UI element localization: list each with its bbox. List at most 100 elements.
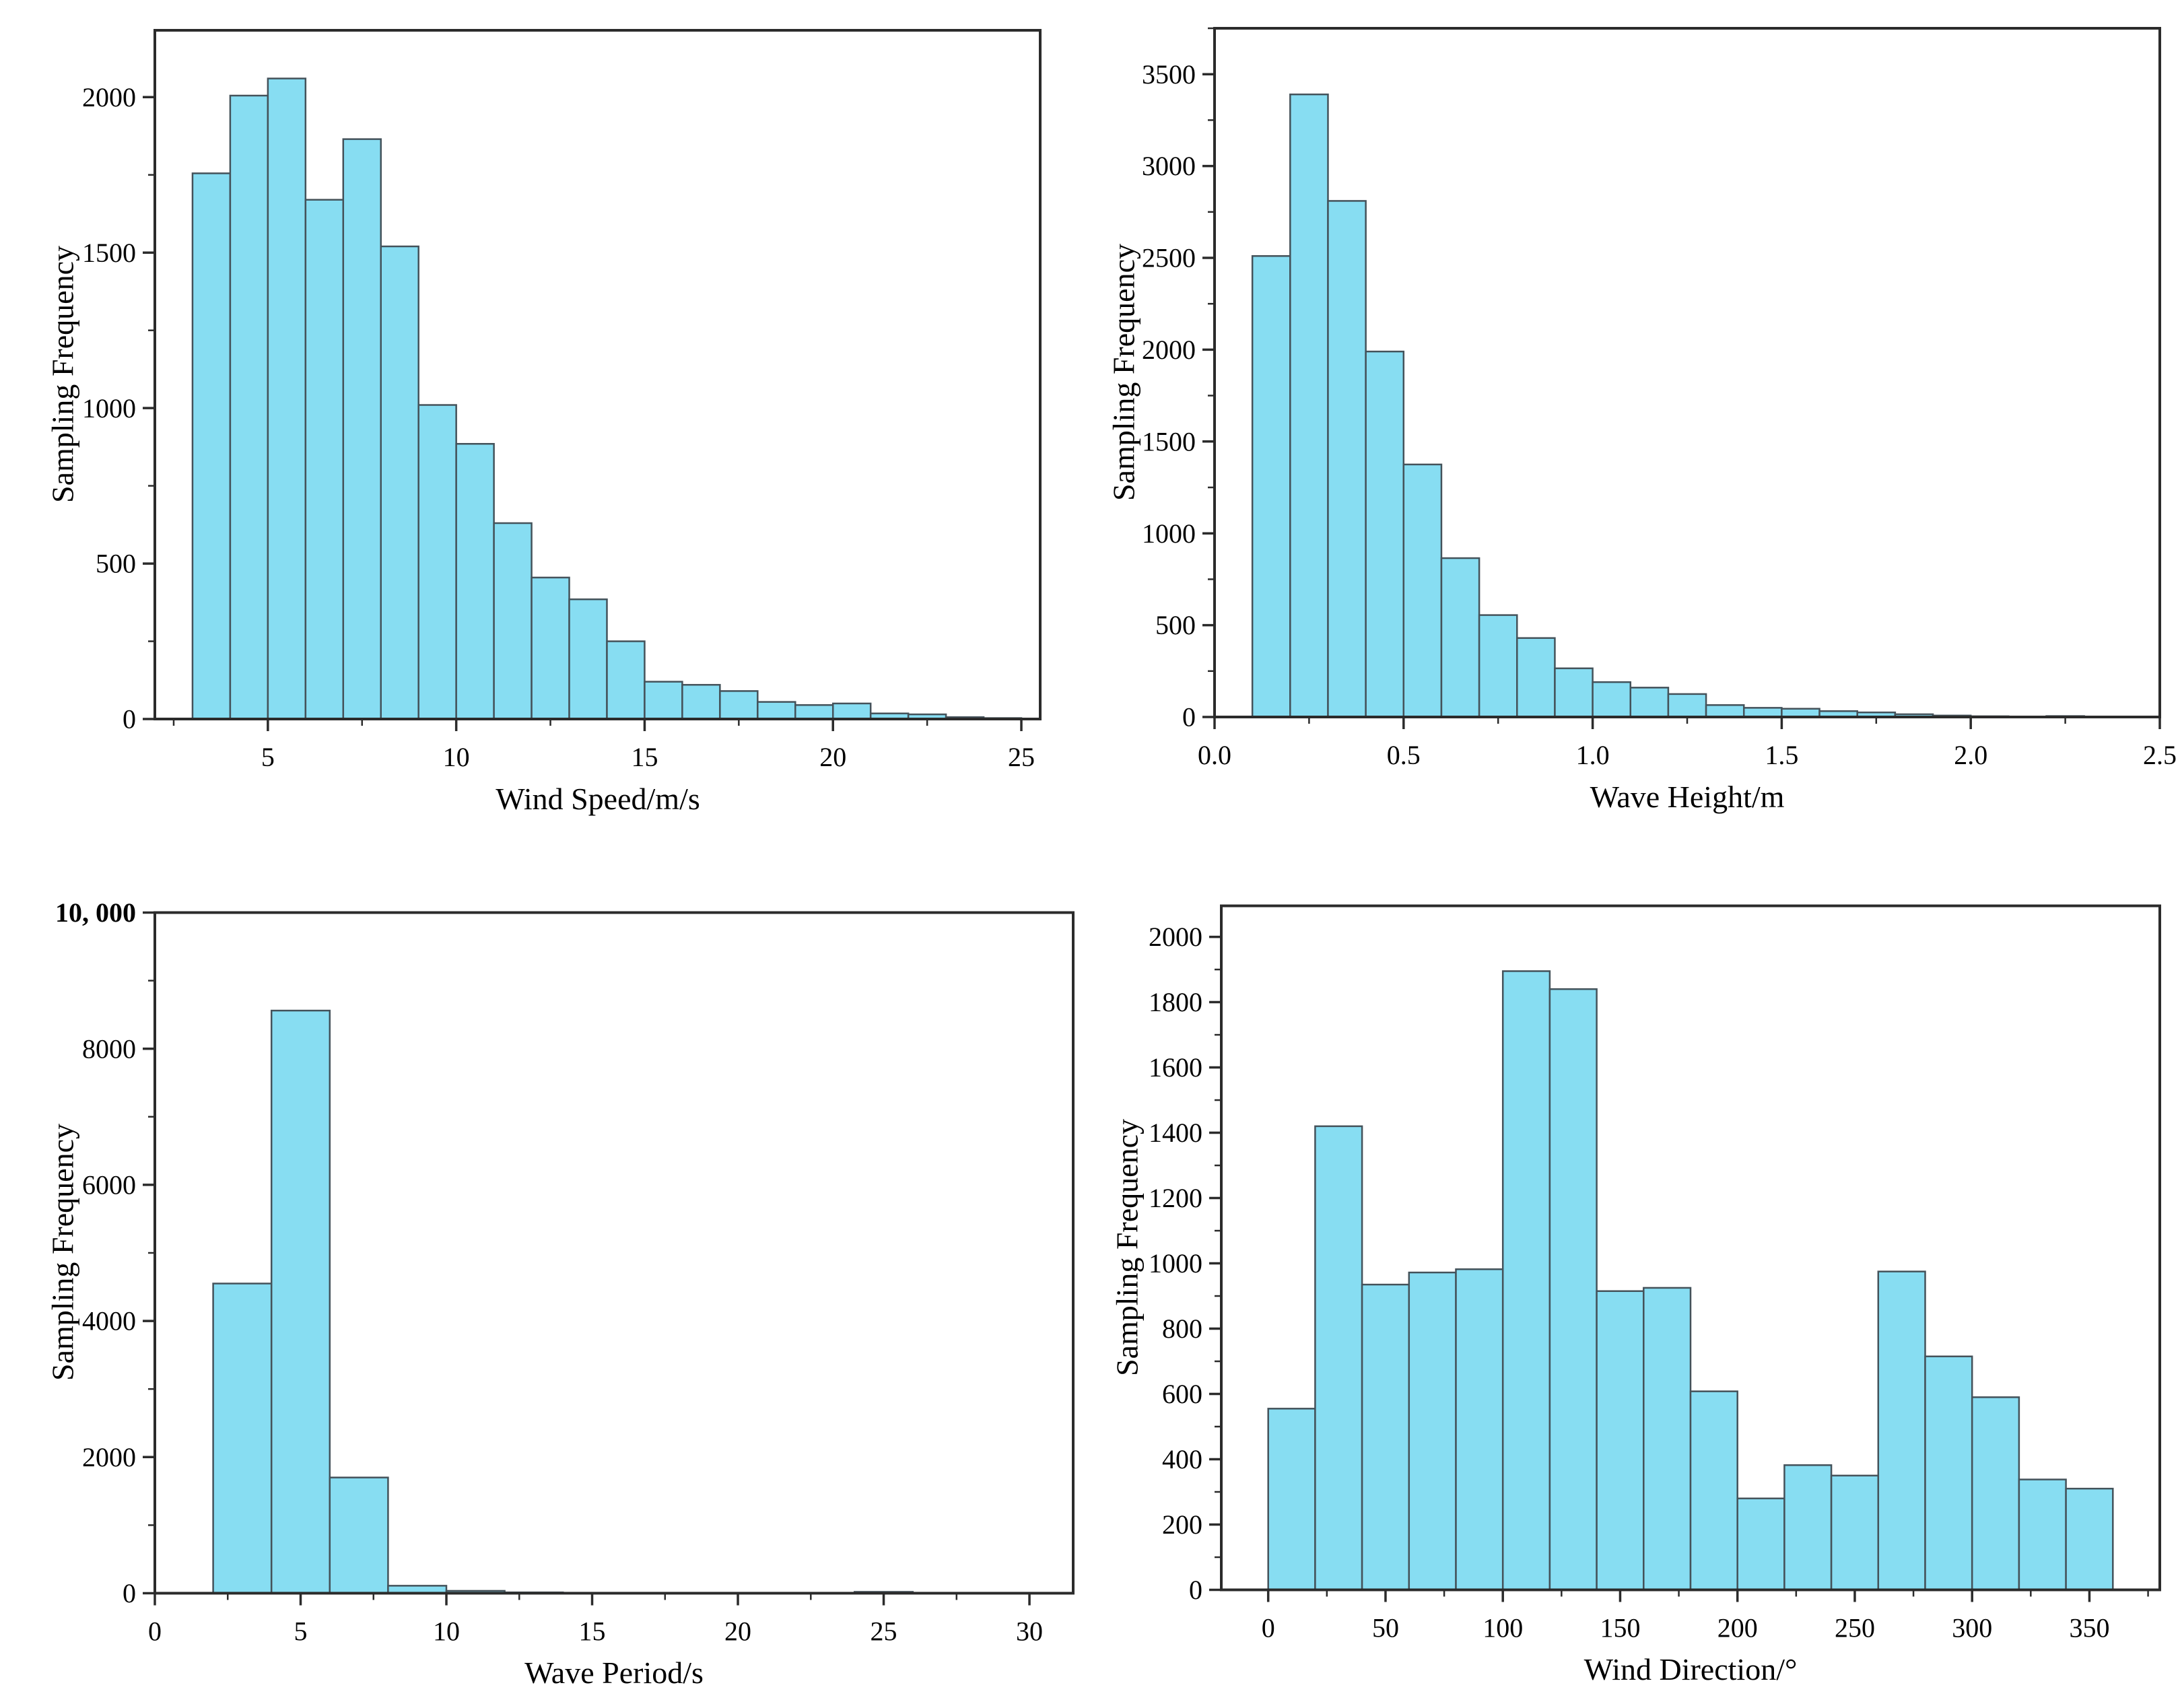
minor-tick-marks <box>148 174 928 726</box>
svg-text:100: 100 <box>1483 1613 1523 1643</box>
histogram-bar <box>1643 1287 1692 1591</box>
svg-text:1000: 1000 <box>1142 518 1196 549</box>
histogram-bar <box>1478 614 1518 718</box>
y-axis-label: Sampling Frequency <box>1106 244 1141 501</box>
svg-text:0: 0 <box>148 1616 162 1647</box>
svg-text:15: 15 <box>579 1616 606 1647</box>
histogram-bar <box>1596 1290 1645 1591</box>
wave-period-chart-canvas: 0 5 10 15 20 25 30 0 2000 4000 6000 8000 10, 000 <box>55 897 1075 1647</box>
tick-marks <box>1202 73 2161 729</box>
histogram-bar <box>417 404 457 720</box>
histogram-bar <box>1548 988 1598 1591</box>
histogram-bar <box>1267 1408 1316 1591</box>
svg-text:1500: 1500 <box>1142 426 1196 456</box>
svg-text:3500: 3500 <box>1142 59 1196 90</box>
histogram-bar <box>1314 1125 1363 1591</box>
wind-speed-histogram-panel: 5 10 15 20 25 0 500 1000 1500 2000 Sampling Frequ… <box>0 0 1090 854</box>
histogram-bar <box>1440 557 1480 718</box>
histogram-bar <box>1289 93 1329 718</box>
x-axis-label: Wind Speed/m/s <box>496 782 700 816</box>
histogram-bar <box>568 598 608 720</box>
svg-text:2000: 2000 <box>1142 335 1196 365</box>
histogram-bar <box>1830 1474 1880 1591</box>
histogram-bar <box>1455 1268 1504 1591</box>
histogram-bar <box>531 576 570 720</box>
histogram-bar <box>329 1476 389 1594</box>
svg-text:300: 300 <box>1952 1613 1992 1643</box>
tick-marks <box>1209 935 2091 1602</box>
svg-text:15: 15 <box>631 742 658 772</box>
svg-text:2000: 2000 <box>82 1442 136 1472</box>
svg-text:1.5: 1.5 <box>1765 740 1798 770</box>
svg-text:150: 150 <box>1600 1613 1640 1643</box>
svg-text:350: 350 <box>2069 1613 2109 1643</box>
svg-text:2500: 2500 <box>1142 243 1196 273</box>
histogram-bar <box>1501 970 1551 1591</box>
wind-direction-histogram-bars <box>1267 970 2114 1591</box>
svg-text:0.5: 0.5 <box>1387 740 1421 770</box>
x-axis-label: Wave Period/s <box>524 1655 704 1690</box>
tick-labels: 0 50 100 150 200 250 300 350 0 200 400 600 800 1000 12… <box>1149 922 2109 1643</box>
svg-text:200: 200 <box>1717 1613 1758 1643</box>
wind-direction-chart-canvas: 0 50 100 150 200 250 300 350 0 200 400 600 800 1000 12… <box>1149 904 2161 1643</box>
histogram-bar <box>1361 1283 1410 1591</box>
svg-text:0: 0 <box>123 704 136 735</box>
svg-text:25: 25 <box>871 1616 897 1647</box>
histogram-bar <box>1667 693 1707 718</box>
svg-text:2.5: 2.5 <box>2143 740 2177 770</box>
histogram-bar <box>493 522 533 720</box>
histogram-bar <box>1592 681 1632 718</box>
histogram-bar <box>342 138 382 720</box>
histogram-bar <box>1408 1271 1457 1591</box>
tick-labels: 5 10 15 20 25 0 500 1000 1500 2000 <box>82 82 1035 772</box>
wave-height-chart-canvas: 0.0 0.5 1.0 1.5 2.0 2.5 0 500 1000 1500 2000 2500 30… <box>1142 27 2177 770</box>
wave-period-histogram-bars <box>212 1009 914 1594</box>
svg-text:800: 800 <box>1162 1313 1202 1344</box>
svg-text:200: 200 <box>1162 1509 1202 1540</box>
svg-text:1500: 1500 <box>82 238 136 268</box>
svg-text:1.0: 1.0 <box>1576 740 1610 770</box>
histogram-bar <box>1689 1390 1738 1591</box>
wave-height-histogram-panel: 0.0 0.5 1.0 1.5 2.0 2.5 0 500 1000 1500 2000 2500 30… <box>1090 0 2180 854</box>
histogram-bar <box>191 172 232 720</box>
histogram-bar <box>1554 667 1594 718</box>
svg-text:25: 25 <box>1008 742 1035 772</box>
histogram-bar <box>1516 637 1556 718</box>
svg-text:0: 0 <box>123 1578 136 1608</box>
histogram-bar <box>831 702 872 720</box>
histogram-bar <box>1924 1355 1973 1591</box>
y-axis-label: Sampling Frequency <box>45 246 80 503</box>
tick-labels: 0 5 10 15 20 25 30 0 2000 4000 6000 8000 10, 000 <box>55 897 1043 1646</box>
wave-height-histogram-bars <box>1251 93 2123 718</box>
histogram-bar <box>2065 1487 2114 1591</box>
histogram-bar <box>1327 200 1367 718</box>
svg-text:3000: 3000 <box>1142 151 1196 181</box>
svg-text:10: 10 <box>443 742 470 772</box>
plot-frame <box>154 29 1042 720</box>
svg-text:20: 20 <box>819 742 846 772</box>
histogram-bar <box>794 704 834 720</box>
wind-speed-histogram-bars <box>191 77 1023 720</box>
svg-text:1800: 1800 <box>1149 987 1202 1017</box>
histogram-bar <box>1877 1270 1926 1591</box>
svg-text:4000: 4000 <box>82 1306 136 1336</box>
histogram-bar <box>757 701 796 720</box>
svg-text:250: 250 <box>1835 1613 1875 1643</box>
histogram-bar <box>1742 707 1783 718</box>
minor-tick-marks <box>148 980 958 1600</box>
minor-tick-marks <box>1208 27 2066 724</box>
svg-text:1400: 1400 <box>1149 1118 1202 1148</box>
histogram-bar <box>304 199 345 720</box>
svg-text:1000: 1000 <box>82 393 136 423</box>
y-axis-label: Sampling Frequency <box>1110 1119 1145 1376</box>
histogram-bar <box>270 1009 331 1594</box>
svg-text:0.0: 0.0 <box>1198 740 1231 770</box>
histogram-bar <box>644 681 683 720</box>
x-axis-label: Wind Direction/° <box>1583 1652 1798 1686</box>
svg-text:0: 0 <box>1262 1613 1275 1643</box>
svg-text:600: 600 <box>1162 1379 1202 1409</box>
y-axis-label: Sampling Frequency <box>45 1124 80 1381</box>
svg-text:20: 20 <box>724 1616 751 1647</box>
histogram-bar <box>1365 350 1405 718</box>
